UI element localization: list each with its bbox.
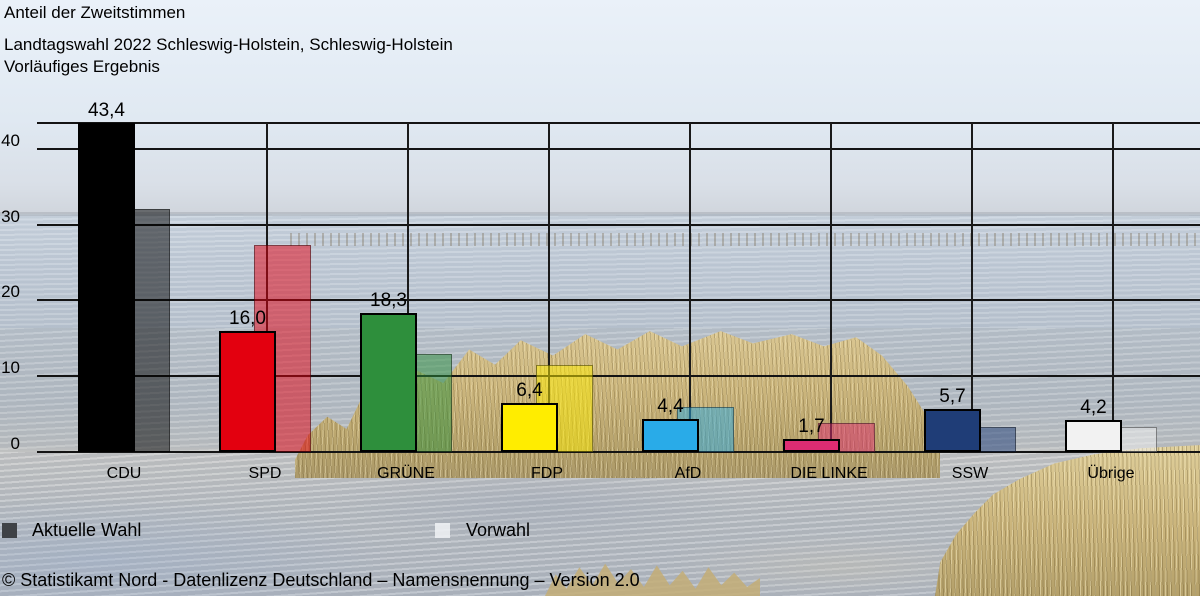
chart-subtitle-line1: Landtagswahl 2022 Schleswig-Holstein, Sc… — [4, 35, 453, 54]
y-axis-tick-label: 10 — [1, 358, 20, 378]
chart-title: Anteil der Zweitstimmen — [4, 3, 186, 22]
gridline-vertical — [548, 123, 550, 452]
value-label-SSW: 5,7 — [939, 385, 966, 407]
bar-current-SSW — [924, 408, 981, 452]
background-horizon — [0, 212, 1200, 216]
category-label-FDP: FDP — [531, 465, 563, 482]
bar-current-SPD — [219, 330, 276, 452]
background-sea — [0, 214, 1200, 334]
category-label-SSW: SSW — [951, 465, 989, 482]
background-sky — [0, 0, 1200, 218]
legend-label-previous: Vorwahl — [466, 520, 531, 540]
gridline-vertical — [407, 123, 409, 452]
category-label-DIE LINKE: DIE LINKE — [790, 465, 868, 482]
chart-subtitle-line2: Vorläufiges Ergebnis — [4, 57, 160, 76]
bar-current-FDP — [501, 403, 558, 452]
gridline-horizontal — [37, 375, 1200, 378]
bar-current-GRÜNE — [360, 313, 417, 452]
gridline-horizontal — [37, 147, 1200, 150]
y-axis-tick-label: 40 — [1, 130, 20, 150]
gridline-horizontal — [37, 299, 1200, 302]
legend-swatch-current-icon — [2, 523, 17, 538]
value-label-SPD: 16,0 — [229, 307, 266, 329]
y-axis-tick-label: 0 — [10, 434, 20, 453]
bar-current-AfD — [642, 418, 699, 452]
y-axis-tick-label: 30 — [1, 206, 20, 226]
bar-current-CDU — [78, 123, 135, 452]
category-label-CDU: CDU — [106, 465, 142, 482]
gridline-horizontal — [37, 451, 1200, 453]
category-label-SPD: SPD — [248, 465, 282, 482]
value-label-Übrige: 4,2 — [1080, 397, 1107, 419]
gridline-vertical — [971, 123, 973, 452]
value-label-DIE LINKE: 1,7 — [798, 416, 825, 438]
gridline-horizontal — [37, 223, 1200, 226]
bar-current-Übrige — [1065, 420, 1122, 452]
value-label-CDU: 43,4 — [88, 100, 125, 121]
gridline-vertical — [1112, 123, 1114, 452]
gridline-vertical — [830, 123, 832, 452]
value-label-FDP: 6,4 — [516, 380, 543, 402]
plot-top-border — [37, 122, 1200, 124]
category-label-AfD: AfD — [674, 465, 702, 482]
category-label-GRÜNE: GRÜNE — [377, 465, 435, 482]
copyright-footer: © Statistikamt Nord - Datenlizenz Deutsc… — [2, 570, 640, 590]
y-axis-tick-label: 20 — [1, 282, 20, 302]
value-label-GRÜNE: 18,3 — [370, 290, 407, 312]
bar-previous-DIE LINKE — [818, 423, 875, 452]
legend-label-current: Aktuelle Wahl — [32, 520, 142, 540]
gridline-vertical — [689, 123, 691, 452]
bar-current-DIE LINKE — [783, 439, 840, 452]
value-label-AfD: 4,4 — [657, 395, 684, 417]
legend-swatch-previous-icon — [435, 523, 450, 538]
category-label-Übrige: Übrige — [1087, 465, 1135, 482]
